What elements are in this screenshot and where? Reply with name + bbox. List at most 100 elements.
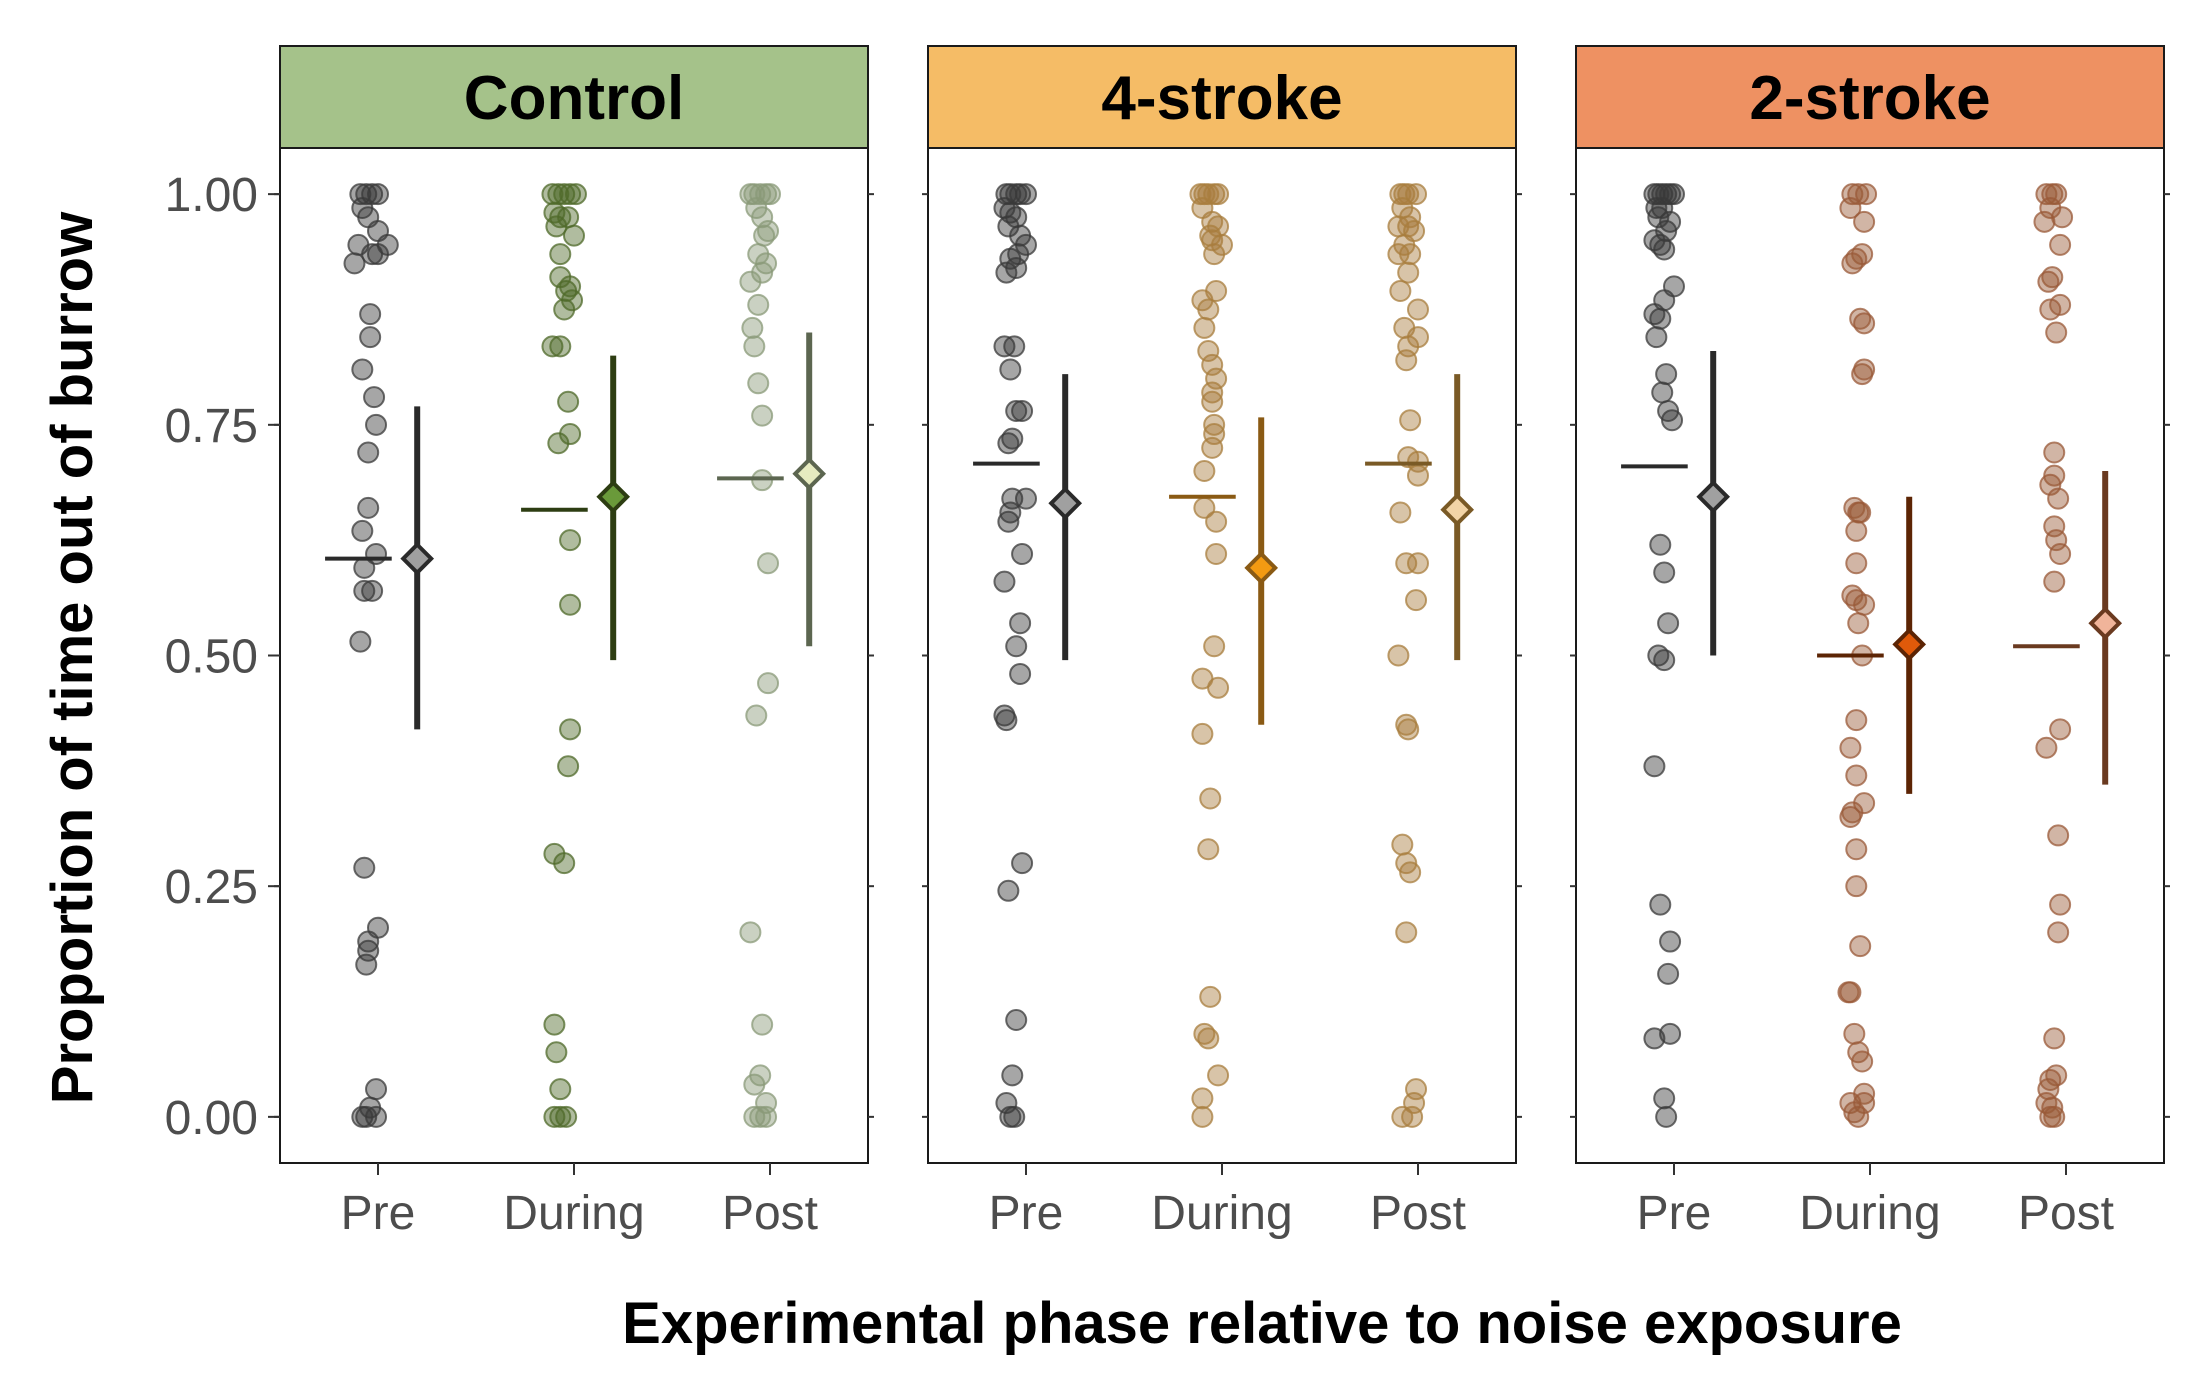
data-point (543, 1013, 566, 1036)
data-point (2045, 183, 2068, 206)
data-point (555, 1105, 578, 1128)
y-tick-label: 0.50 (165, 631, 258, 684)
y-tick-label: 0.75 (165, 400, 258, 453)
x-tick-label: Post (2018, 1187, 2114, 1240)
data-point (751, 404, 774, 427)
data-point (1645, 326, 1668, 349)
data-point (1201, 436, 1224, 459)
data-point (745, 704, 768, 727)
data-point (1203, 635, 1226, 658)
data-point (755, 1105, 778, 1128)
mean-marker (2088, 606, 2123, 641)
data-point (1399, 409, 1422, 432)
data-point (1207, 183, 1230, 206)
mean-marker (1892, 627, 1927, 662)
data-point (1839, 196, 1862, 219)
data-point (355, 953, 378, 976)
data-point (553, 852, 576, 875)
data-point (1197, 838, 1220, 861)
data-point (1653, 238, 1676, 261)
data-point (343, 252, 366, 275)
data-point (1649, 893, 1672, 916)
facet-strip-title: 4-stroke (1101, 64, 1342, 133)
data-point (1193, 459, 1216, 482)
data-point (1389, 280, 1412, 303)
data-point (1005, 635, 1028, 658)
data-point (1847, 612, 1870, 635)
data-point (1015, 487, 1037, 510)
data-point (1407, 326, 1429, 349)
x-tick-label: During (503, 1187, 644, 1240)
mean-marker (792, 456, 827, 491)
data-point (1643, 1027, 1666, 1050)
data-point (2047, 487, 2070, 510)
data-point (1661, 409, 1684, 432)
data-point (1207, 1064, 1230, 1087)
data-point (1643, 755, 1666, 778)
data-point (351, 519, 374, 542)
data-point (2049, 893, 2072, 916)
data-point (1407, 298, 1429, 321)
data-point (559, 593, 582, 616)
data-point (1395, 349, 1418, 372)
data-point (1009, 183, 1032, 206)
data-point (1015, 183, 1037, 206)
panel-border (927, 147, 1517, 1164)
mean-marker (1048, 486, 1083, 521)
data-point (1009, 612, 1032, 635)
data-point (739, 270, 762, 293)
data-point (1191, 722, 1214, 745)
mean-marker (1696, 479, 1731, 514)
data-point (1653, 561, 1676, 584)
data-point (1845, 709, 1868, 732)
y-axis-title: Proportion of time out of burrow (40, 211, 105, 1104)
data-point (1197, 340, 1220, 362)
y-tick-label: 1.00 (165, 169, 258, 222)
data-point (1845, 838, 1868, 861)
data-point (357, 441, 380, 464)
data-point (549, 1105, 572, 1128)
data-point (559, 183, 582, 206)
data-point (355, 183, 378, 206)
data-point (1397, 183, 1420, 206)
data-point (361, 243, 384, 266)
data-point (1193, 316, 1216, 339)
data-point (1855, 183, 1878, 206)
data-point (2043, 570, 2066, 593)
data-point (2039, 298, 2062, 321)
data-point (365, 413, 388, 436)
y-axis: 0.00 0.25 0.50 0.75 1.00 (165, 169, 280, 1145)
data-point (1205, 280, 1228, 303)
data-point (2043, 441, 2066, 464)
data-point (543, 1105, 566, 1128)
data-point (353, 556, 376, 579)
data-point (1401, 1105, 1424, 1128)
data-point (997, 879, 1020, 902)
data-point (1657, 612, 1680, 635)
data-point (1845, 764, 1868, 787)
data-point (757, 552, 780, 575)
data-point (2051, 206, 2074, 229)
data-point (353, 856, 376, 879)
data-point (563, 224, 585, 247)
data-point (1197, 298, 1220, 321)
data-point (1839, 805, 1862, 828)
data-point (1851, 1050, 1874, 1073)
data-point (1205, 543, 1228, 565)
x-tick-label: Post (722, 1187, 818, 1240)
data-point (1853, 358, 1876, 381)
data-point (1655, 1105, 1678, 1128)
data-point (2035, 736, 2058, 759)
data-point (1197, 1027, 1220, 1050)
facet-panel: 4-stroke Pre During Post (922, 45, 1522, 1240)
data-point (1853, 312, 1876, 335)
data-point (1853, 593, 1876, 616)
data-point (1391, 833, 1414, 856)
facet-strip-title: 2-stroke (1749, 64, 1990, 133)
data-point (2043, 1027, 2066, 1050)
x-tick-label: Pre (341, 1187, 416, 1240)
data-point (999, 1105, 1022, 1128)
data-point (1191, 1087, 1214, 1110)
